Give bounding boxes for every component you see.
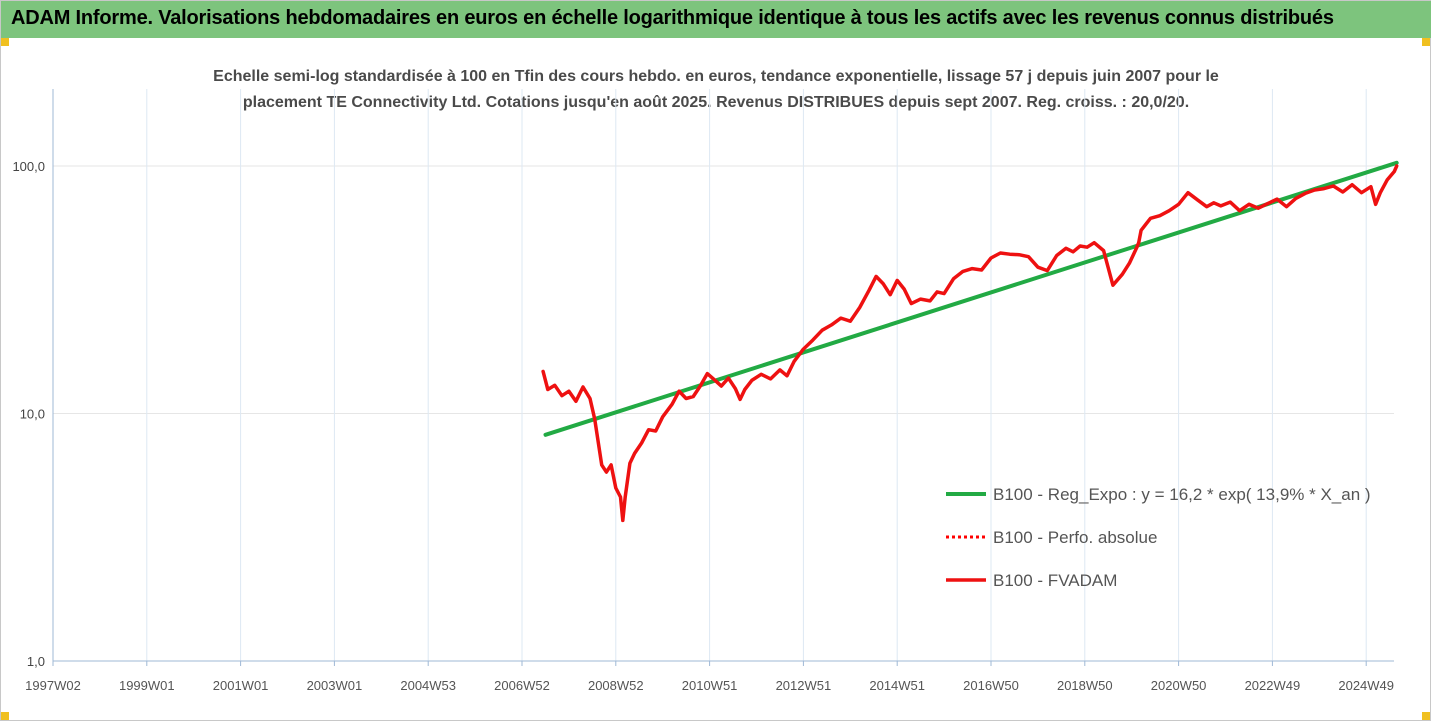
series-line-3 — [541, 164, 1399, 523]
x-tick-label: 2020W50 — [1151, 678, 1207, 693]
x-tick-label: 2006W52 — [494, 678, 550, 693]
y-tick-label: 100,0 — [12, 159, 45, 174]
chart-series — [541, 160, 1399, 523]
report-banner: ADAM Informe. Valorisations hebdomadaire… — [1, 1, 1431, 38]
chart-legend: B100 - Reg_Expo : y = 16,2 * exp( 13,9% … — [946, 485, 1371, 590]
legend-label-2: B100 - Perfo. absolue — [993, 528, 1157, 547]
corner-marker-top-right — [1422, 38, 1430, 46]
y-tick-label: 10,0 — [20, 407, 45, 422]
chart-axes — [52, 89, 1394, 662]
chart-title-line-2: placement TE Connectivity Ltd. Cotations… — [242, 94, 1190, 111]
chart-gridlines — [52, 89, 1394, 662]
x-tick-label: 2018W50 — [1057, 678, 1113, 693]
x-tick-label: 2024W49 — [1338, 678, 1394, 693]
x-tick-label: 2008W52 — [588, 678, 644, 693]
corner-marker-bottom-left — [1, 712, 9, 720]
x-tick-label: 2003W01 — [307, 678, 363, 693]
x-tick-label: 1999W01 — [119, 678, 175, 693]
y-tick-label: 1,0 — [27, 654, 45, 669]
x-tick-label: 2022W49 — [1245, 678, 1301, 693]
corner-marker-bottom-right — [1422, 712, 1430, 720]
chart-title: Echelle semi-log standardisée à 100 en T… — [171, 64, 1261, 116]
x-tick-label: 2004W53 — [400, 678, 456, 693]
legend-label-1: B100 - Reg_Expo : y = 16,2 * exp( 13,9% … — [993, 485, 1371, 504]
legend-label-3: B100 - FVADAM — [993, 571, 1117, 590]
chart-title-line-1: Echelle semi-log standardisée à 100 en T… — [213, 68, 1219, 85]
x-tick-label: 2001W01 — [213, 678, 269, 693]
report-title: ADAM Informe. Valorisations hebdomadaire… — [11, 7, 1334, 29]
x-tick-label: 2012W51 — [776, 678, 832, 693]
x-tick-label: 2010W51 — [682, 678, 738, 693]
x-axis-ticks: 1997W02 1999W01 2001W01 2003W01 2004W53 2006W… — [25, 661, 1394, 693]
y-axis-ticks: 1,0 10,0 100,0 — [12, 159, 45, 669]
corner-marker-top-left — [1, 38, 9, 46]
x-tick-label: 2016W50 — [963, 678, 1019, 693]
x-tick-label: 2014W51 — [869, 678, 925, 693]
x-tick-label: 1997W02 — [25, 678, 81, 693]
